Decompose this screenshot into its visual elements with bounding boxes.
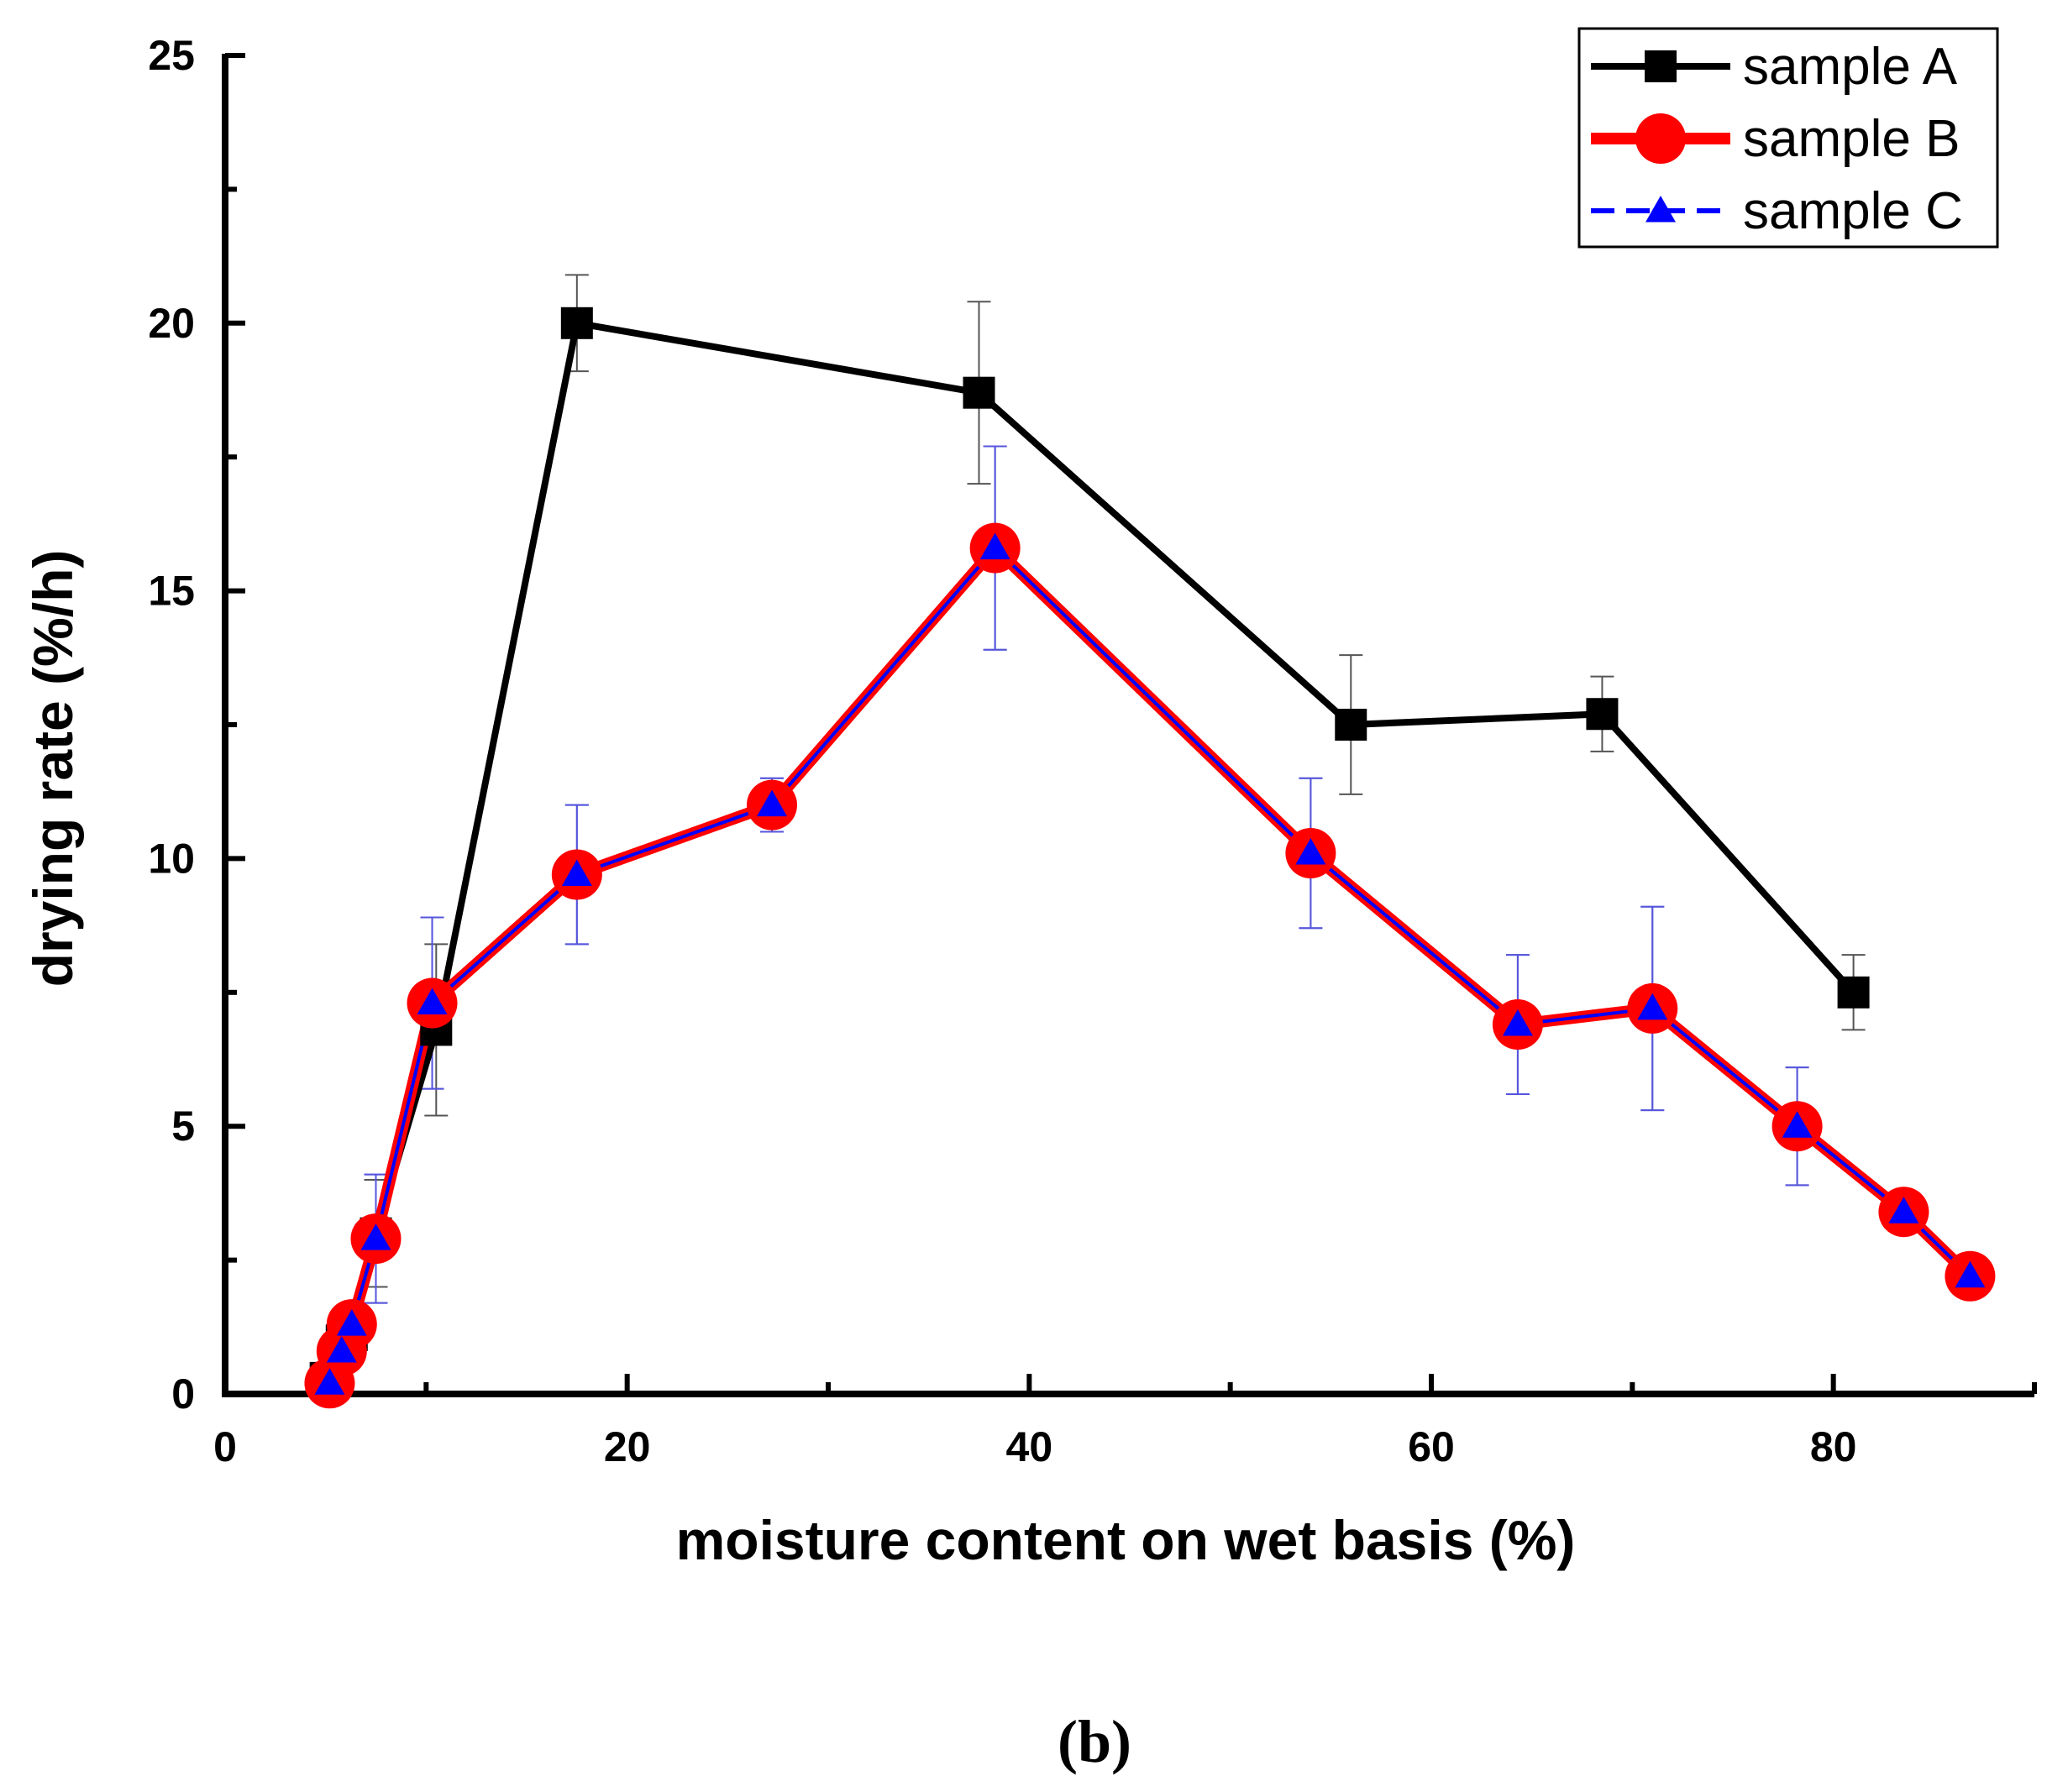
triangle-marker bbox=[360, 1223, 391, 1250]
y-tick-label: 20 bbox=[148, 300, 195, 347]
triangle-marker bbox=[1502, 1009, 1533, 1036]
x-axis-title: moisture content on wet basis (%) bbox=[676, 1509, 1576, 1571]
error-bars bbox=[364, 274, 1866, 1304]
y-axis-title: drying rate (%/h) bbox=[22, 550, 84, 988]
x-tick-label: 80 bbox=[1810, 1423, 1857, 1470]
series-line-sample-B bbox=[323, 542, 1975, 1386]
legend-label: sample C bbox=[1743, 182, 1963, 240]
triangle-marker bbox=[1955, 1260, 1986, 1288]
y-tick-label: 15 bbox=[148, 568, 195, 615]
triangle-marker bbox=[417, 988, 448, 1015]
triangle-marker bbox=[336, 1309, 367, 1336]
circle-marker bbox=[1635, 113, 1686, 164]
square-marker bbox=[560, 307, 593, 339]
triangle-marker bbox=[1645, 196, 1676, 223]
panel-label: (b) bbox=[1058, 1708, 1131, 1775]
square-marker bbox=[1335, 709, 1367, 741]
triangle-marker bbox=[314, 1368, 345, 1395]
series-line-sample-C bbox=[328, 546, 1971, 1384]
square-marker bbox=[1586, 698, 1619, 731]
triangle-marker bbox=[979, 532, 1010, 560]
square-marker bbox=[1645, 50, 1677, 82]
triangle-marker bbox=[1888, 1197, 1919, 1223]
x-tick-label: 0 bbox=[213, 1423, 237, 1470]
y-tick-label: 5 bbox=[171, 1103, 195, 1150]
legend: sample A sample B sample C bbox=[1577, 27, 1999, 249]
triangle-marker bbox=[1637, 993, 1668, 1020]
x-tick-label: 40 bbox=[1006, 1423, 1053, 1470]
triangle-marker bbox=[756, 789, 787, 817]
y-tick-label: 10 bbox=[148, 835, 195, 882]
legend-label: sample A bbox=[1743, 38, 1958, 96]
triangle-marker bbox=[326, 1335, 357, 1363]
series-markers bbox=[304, 307, 1996, 1409]
square-marker bbox=[963, 376, 995, 409]
legend-label: sample B bbox=[1743, 110, 1960, 168]
triangle-marker bbox=[561, 859, 592, 887]
x-tick-label: 60 bbox=[1408, 1423, 1455, 1470]
square-marker bbox=[1837, 976, 1870, 1009]
triangle-marker bbox=[1295, 838, 1326, 865]
x-tick-label: 20 bbox=[604, 1423, 651, 1470]
y-tick-label: 0 bbox=[171, 1370, 195, 1417]
series-line-sample-A bbox=[322, 319, 1856, 1380]
triangle-marker bbox=[1782, 1111, 1813, 1138]
axes: 0 5 10 15 20 25 0 20 40 60 80 bbox=[148, 32, 2037, 1470]
y-tick-label: 25 bbox=[148, 32, 195, 79]
